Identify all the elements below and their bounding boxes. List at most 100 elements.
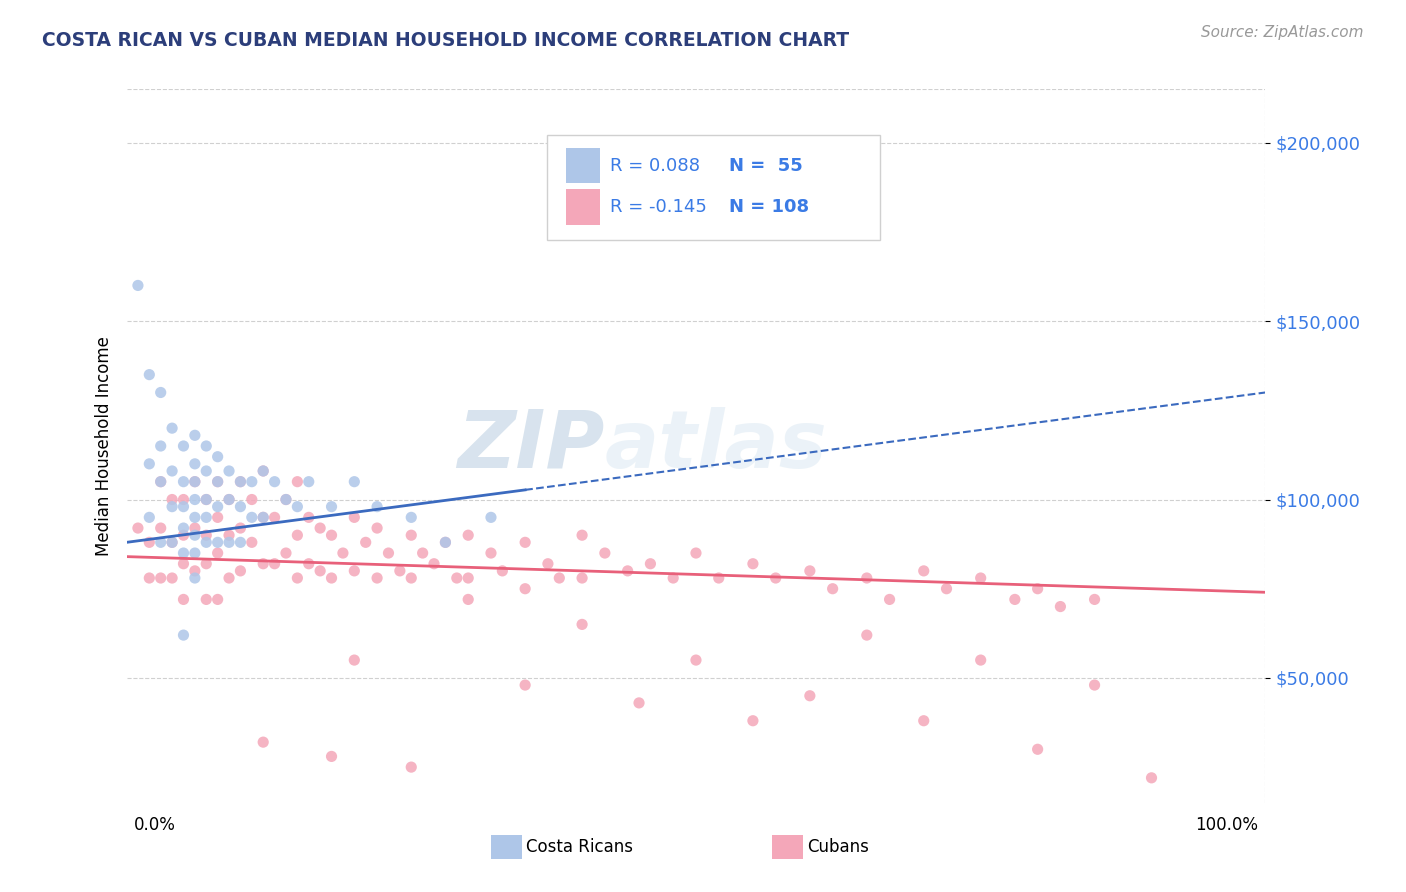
Point — [263, 510, 285, 524]
Point — [685, 653, 707, 667]
Point — [593, 546, 616, 560]
Point — [184, 492, 207, 507]
Point — [765, 571, 787, 585]
Point — [207, 500, 229, 514]
Point — [366, 521, 388, 535]
Point — [184, 510, 207, 524]
Point — [207, 510, 229, 524]
Point — [457, 571, 479, 585]
Point — [287, 528, 309, 542]
Point — [388, 564, 411, 578]
Point — [172, 546, 194, 560]
Point — [446, 571, 468, 585]
Point — [377, 546, 399, 560]
Text: Costa Ricans: Costa Ricans — [526, 838, 633, 856]
Point — [298, 557, 321, 571]
Point — [149, 571, 172, 585]
Point — [172, 492, 194, 507]
Point — [184, 546, 207, 560]
Point — [287, 475, 309, 489]
Text: atlas: atlas — [605, 407, 828, 485]
Point — [229, 475, 252, 489]
Point — [138, 571, 160, 585]
Point — [401, 760, 423, 774]
Point — [184, 475, 207, 489]
Point — [172, 500, 194, 514]
Point — [218, 464, 240, 478]
Point — [252, 510, 274, 524]
Point — [799, 564, 821, 578]
Point — [172, 521, 194, 535]
Point — [184, 428, 207, 442]
Point — [149, 475, 172, 489]
Point — [195, 535, 218, 549]
Text: Cubans: Cubans — [807, 838, 869, 856]
Point — [479, 546, 502, 560]
Point — [423, 557, 446, 571]
Point — [149, 535, 172, 549]
Point — [640, 557, 662, 571]
Point — [195, 492, 218, 507]
Point — [799, 689, 821, 703]
Point — [571, 617, 593, 632]
Point — [321, 500, 343, 514]
Point — [479, 510, 502, 524]
Point — [343, 510, 366, 524]
Point — [287, 500, 309, 514]
Text: N = 108: N = 108 — [730, 198, 810, 216]
Point — [343, 475, 366, 489]
Point — [287, 571, 309, 585]
Point — [1004, 592, 1026, 607]
Point — [240, 492, 263, 507]
Point — [274, 492, 297, 507]
Point — [298, 510, 321, 524]
Point — [207, 546, 229, 560]
Point — [207, 450, 229, 464]
Text: 0.0%: 0.0% — [134, 816, 176, 834]
Point — [628, 696, 651, 710]
Point — [1026, 582, 1049, 596]
Point — [401, 528, 423, 542]
Point — [160, 535, 183, 549]
Point — [401, 571, 423, 585]
Point — [195, 557, 218, 571]
Point — [218, 571, 240, 585]
Point — [855, 628, 877, 642]
Point — [127, 278, 149, 293]
Point — [343, 564, 366, 578]
Point — [354, 535, 377, 549]
Point — [160, 500, 183, 514]
Point — [138, 457, 160, 471]
Point — [229, 521, 252, 535]
Point — [172, 528, 194, 542]
Point — [662, 571, 685, 585]
Text: R = -0.145: R = -0.145 — [610, 198, 707, 216]
Point — [184, 457, 207, 471]
Point — [218, 528, 240, 542]
Point — [252, 510, 274, 524]
Point — [321, 571, 343, 585]
Text: N =  55: N = 55 — [730, 157, 803, 175]
Point — [138, 510, 160, 524]
Point — [457, 528, 479, 542]
Point — [1140, 771, 1163, 785]
Point — [434, 535, 457, 549]
Text: COSTA RICAN VS CUBAN MEDIAN HOUSEHOLD INCOME CORRELATION CHART: COSTA RICAN VS CUBAN MEDIAN HOUSEHOLD IN… — [42, 31, 849, 50]
Point — [970, 653, 993, 667]
Point — [1084, 592, 1107, 607]
Point — [195, 492, 218, 507]
Point — [252, 557, 274, 571]
Point — [366, 500, 388, 514]
Point — [172, 475, 194, 489]
Point — [742, 557, 765, 571]
Point — [935, 582, 957, 596]
Point — [457, 592, 479, 607]
Point — [274, 546, 297, 560]
Point — [218, 492, 240, 507]
Point — [160, 535, 183, 549]
Y-axis label: Median Household Income: Median Household Income — [94, 336, 112, 556]
Point — [240, 475, 263, 489]
Point — [366, 571, 388, 585]
Point — [184, 571, 207, 585]
Point — [240, 535, 263, 549]
